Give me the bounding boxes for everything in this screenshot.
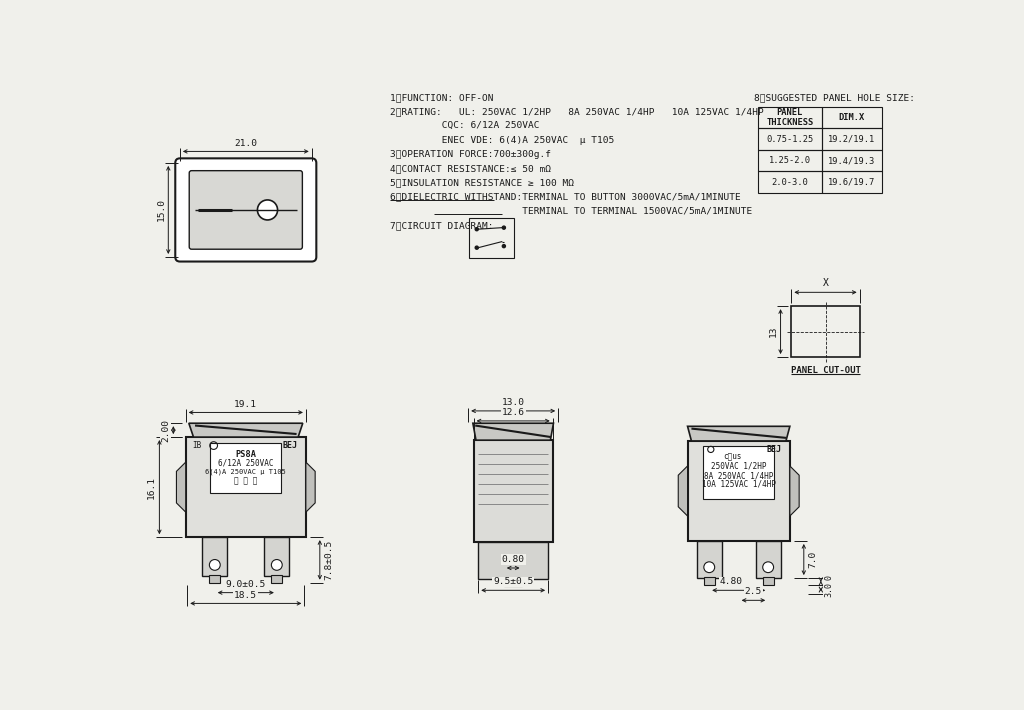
Text: 7.0: 7.0 — [809, 551, 817, 568]
Text: DIM.X: DIM.X — [839, 113, 865, 122]
Bar — [469, 219, 514, 258]
Text: 1、FUNCTION: OFF-ON: 1、FUNCTION: OFF-ON — [390, 93, 494, 102]
Text: 13: 13 — [769, 326, 778, 337]
Bar — [185, 437, 306, 537]
Text: 16.1: 16.1 — [147, 476, 156, 498]
Bar — [792, 306, 859, 357]
Bar — [478, 542, 548, 579]
Text: cⓁus: cⓁus — [723, 452, 741, 462]
Bar — [504, 578, 522, 586]
Polygon shape — [176, 462, 185, 512]
Bar — [697, 541, 722, 578]
Text: 9.0±0.5: 9.0±0.5 — [225, 580, 266, 589]
Text: 7.8±0.5: 7.8±0.5 — [325, 540, 334, 580]
Bar — [758, 150, 821, 171]
Polygon shape — [188, 423, 303, 437]
Circle shape — [257, 200, 278, 220]
Bar — [763, 577, 773, 585]
Circle shape — [475, 228, 478, 231]
Text: PANEL CUT-OUT: PANEL CUT-OUT — [791, 366, 860, 376]
Text: 2.5: 2.5 — [744, 587, 762, 596]
Text: 4.80: 4.80 — [720, 577, 742, 586]
Bar — [821, 150, 882, 171]
Text: 4、CONTACT RESISTANCE:≤ 50 mΩ: 4、CONTACT RESISTANCE:≤ 50 mΩ — [390, 164, 551, 173]
Polygon shape — [678, 466, 687, 516]
Bar — [756, 541, 780, 578]
Text: 19.2/19.1: 19.2/19.1 — [828, 135, 876, 143]
Text: 2.00: 2.00 — [161, 419, 170, 442]
Text: 10A 125VAC 1/4HP: 10A 125VAC 1/4HP — [701, 479, 776, 488]
Circle shape — [271, 559, 283, 570]
Text: 18.5: 18.5 — [234, 591, 257, 599]
Text: 19.6/19.7: 19.6/19.7 — [828, 178, 876, 187]
FancyBboxPatch shape — [175, 158, 316, 261]
Polygon shape — [473, 423, 554, 440]
Text: 3.0: 3.0 — [824, 582, 834, 597]
Polygon shape — [790, 466, 799, 516]
Text: CQC: 6/12A 250VAC: CQC: 6/12A 250VAC — [390, 121, 540, 131]
Text: 8A 250VAC 1/4HP: 8A 250VAC 1/4HP — [705, 471, 773, 480]
Text: 9.5±0.5: 9.5±0.5 — [493, 577, 534, 586]
Text: X: X — [822, 278, 828, 288]
Text: BEJ: BEJ — [767, 445, 782, 454]
Text: PANEL
THICKNESS: PANEL THICKNESS — [766, 108, 813, 127]
Text: ENEC VDE: 6(4)A 250VAC  μ T105: ENEC VDE: 6(4)A 250VAC μ T105 — [390, 136, 614, 145]
Text: 6(4)A 250VAC μ T105: 6(4)A 250VAC μ T105 — [206, 469, 286, 475]
Text: TERMINAL TO TERMINAL 1500VAC/5mA/1MINUTE: TERMINAL TO TERMINAL 1500VAC/5mA/1MINUTE — [390, 207, 753, 216]
Bar — [210, 443, 282, 493]
Bar — [821, 106, 882, 129]
Circle shape — [703, 562, 715, 572]
Text: 19.4/19.3: 19.4/19.3 — [828, 156, 876, 165]
Text: 13.0: 13.0 — [502, 398, 524, 407]
Bar — [758, 106, 821, 129]
Text: ⦿  ⦿  ⦿: ⦿ ⦿ ⦿ — [234, 476, 257, 486]
Circle shape — [475, 246, 478, 249]
Polygon shape — [687, 426, 790, 441]
Bar — [758, 171, 821, 193]
Bar — [703, 577, 715, 585]
Bar — [821, 129, 882, 150]
Bar — [821, 171, 882, 193]
Text: 12.6: 12.6 — [502, 408, 524, 417]
Text: PS8A: PS8A — [236, 449, 256, 459]
Bar — [209, 575, 220, 583]
Bar — [264, 537, 289, 576]
Bar — [203, 537, 227, 576]
Circle shape — [763, 562, 773, 572]
Circle shape — [503, 244, 506, 248]
Text: 2、RATING:   UL: 250VAC 1/2HP   8A 250VAC 1/4HP   10A 125VAC 1/4HP: 2、RATING: UL: 250VAC 1/2HP 8A 250VAC 1/4… — [390, 107, 764, 116]
Text: BEJ: BEJ — [283, 441, 298, 450]
Text: 0.75-1.25: 0.75-1.25 — [766, 135, 813, 143]
Bar — [758, 129, 821, 150]
Bar — [703, 447, 774, 498]
Text: 6、DIELECTRIC WITHSTAND:TERMINAL TO BUTTON 3000VAC/5mA/1MINUTE: 6、DIELECTRIC WITHSTAND:TERMINAL TO BUTTO… — [390, 192, 740, 202]
Text: 15.0: 15.0 — [157, 198, 166, 222]
Text: 8、SUGGESTED PANEL HOLE SIZE:: 8、SUGGESTED PANEL HOLE SIZE: — [755, 93, 915, 102]
Circle shape — [209, 559, 220, 570]
FancyBboxPatch shape — [189, 170, 302, 249]
Text: IB: IB — [191, 441, 201, 450]
Text: 1.25-2.0: 1.25-2.0 — [769, 156, 811, 165]
Text: 2.0-3.0: 2.0-3.0 — [771, 178, 808, 187]
Polygon shape — [306, 462, 315, 512]
Bar — [271, 575, 283, 583]
Text: 7、CIRCUIT DIAGRAM:: 7、CIRCUIT DIAGRAM: — [390, 221, 494, 230]
Text: 21.0: 21.0 — [234, 138, 257, 148]
Bar — [687, 441, 790, 541]
Text: 0.80: 0.80 — [502, 555, 524, 564]
Text: 5、INSULATION RESISTANCE ≥ 100 MΩ: 5、INSULATION RESISTANCE ≥ 100 MΩ — [390, 178, 573, 187]
Text: 2.0: 2.0 — [824, 574, 834, 589]
Text: 3、OPERATION FORCE:700±300g.f: 3、OPERATION FORCE:700±300g.f — [390, 150, 551, 159]
Bar — [474, 440, 553, 542]
Text: 6/12A 250VAC: 6/12A 250VAC — [218, 459, 273, 468]
Text: 19.1: 19.1 — [234, 400, 257, 408]
Circle shape — [503, 226, 506, 229]
Text: 250VAC 1/2HP: 250VAC 1/2HP — [711, 462, 766, 471]
